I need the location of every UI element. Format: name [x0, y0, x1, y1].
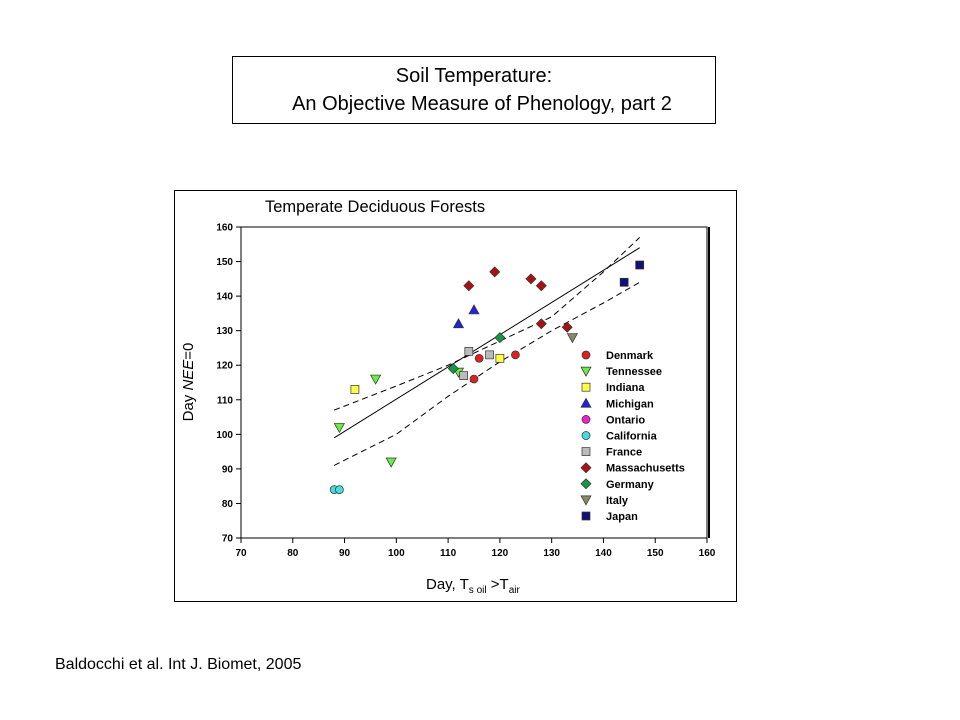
data-point-france [464, 347, 474, 356]
data-point-massachusetts [489, 266, 501, 278]
data-point-japan [635, 260, 645, 270]
y-axis-label-italic: NEE [180, 359, 197, 391]
y-axis-label: Day NEE=0 [180, 343, 197, 422]
y-axis-label-suffix: =0 [180, 343, 197, 360]
x-tick-label: 100 [388, 548, 405, 559]
x-tick-label: 90 [339, 548, 351, 559]
x-tick-label: 160 [699, 548, 716, 559]
data-point-california [335, 485, 344, 494]
citation-text: Baldocchi et al. Int J. Biomet, 2005 [55, 656, 302, 673]
data-point-tennessee [385, 457, 397, 468]
x-tick-label: 140 [595, 548, 612, 559]
chart-title: Temperate Deciduous Forests [265, 198, 485, 216]
y-tick-label: 120 [216, 361, 233, 372]
x-tick-label: 130 [543, 548, 560, 559]
data-point-denmark [511, 350, 520, 360]
x-tick-label: 150 [647, 548, 664, 559]
data-point-france [459, 371, 468, 380]
x-axis-label-mid: >T [487, 576, 509, 593]
data-point-massachusetts [463, 280, 475, 292]
legend-label-tennessee: Tennessee [606, 366, 662, 378]
y-tick-label: 140 [216, 292, 233, 303]
data-point-indiana [350, 385, 360, 394]
legend-marker-denmark [581, 350, 591, 360]
slide-title-box: Soil Temperature: An Objective Measure o… [232, 56, 716, 124]
data-point-michigan [452, 318, 465, 329]
x-tick-label: 110 [440, 548, 457, 559]
data-point-denmark [469, 374, 479, 384]
legend-label-italy: Italy [606, 495, 629, 507]
y-tick-label: 150 [216, 257, 233, 268]
x-tick-label: 70 [235, 548, 247, 559]
legend-label-france: France [606, 447, 642, 459]
data-point-tennessee [370, 374, 382, 385]
data-point-michigan [468, 304, 480, 315]
legend-marker-italy [580, 495, 592, 506]
y-tick-label: 130 [216, 326, 233, 337]
chart-frame [174, 190, 737, 602]
data-point-japan [619, 277, 629, 287]
data-point-germany [494, 332, 506, 344]
confidence-band-upper [334, 237, 641, 411]
legend-label-germany: Germany [606, 479, 655, 491]
legend-label-denmark: Denmark [606, 350, 654, 362]
legend-label-michigan: Michigan [606, 398, 654, 410]
x-axis-label: Day, Ts oil >Tair [426, 576, 520, 596]
scatter-chart-svg: Temperate Deciduous Forests 70 80 90 100 110… [174, 190, 737, 602]
legend-marker-ontario [581, 415, 591, 424]
y-tick-label: 70 [222, 534, 234, 545]
x-tick-label: 80 [287, 548, 299, 559]
y-tick-label: 160 [216, 223, 233, 234]
legend-marker-japan [581, 511, 591, 521]
chart-points [329, 260, 645, 494]
data-point-massachusetts [561, 321, 573, 333]
legend-marker-tennessee [580, 366, 592, 377]
data-point-denmark [474, 353, 484, 363]
slide-title-line-2: An Objective Measure of Phenology, part … [292, 93, 672, 115]
x-axis-label-main: Day, T [426, 576, 469, 593]
legend-label-ontario: Ontario [606, 414, 645, 426]
regression-line [333, 247, 640, 439]
chart-axes: 70 80 90 100 110 120 130 140 150 160 70 80 90 100 110 1… [216, 223, 715, 560]
chart-legend: Denmark Tennessee Indiana Michigan Ontario Ca… [580, 350, 685, 523]
y-tick-label: 100 [216, 430, 233, 441]
slide-title-line-1: Soil Temperature: [395, 65, 553, 87]
data-point-tennessee [333, 423, 345, 434]
legend-label-california: California [606, 431, 658, 443]
plot-area-frame [240, 226, 708, 539]
y-tick-label: 110 [217, 395, 234, 406]
y-tick-label: 90 [222, 464, 234, 475]
data-point-france [485, 350, 494, 360]
data-point-massachusetts [535, 280, 547, 292]
legend-marker-germany [580, 478, 592, 490]
x-tick-label: 120 [492, 548, 509, 559]
legend-label-indiana: Indiana [606, 382, 645, 394]
x-axis-label-sub1: s oil [469, 585, 487, 596]
y-tick-label: 80 [222, 499, 234, 510]
data-point-indiana [495, 353, 505, 363]
legend-label-massachusetts: Massachusetts [606, 463, 685, 475]
data-point-massachusetts [525, 273, 537, 285]
data-point-italy [566, 333, 578, 344]
legend-marker-michigan [580, 397, 592, 408]
data-point-germany [447, 363, 459, 375]
legend-label-japan: Japan [606, 511, 638, 523]
y-axis-label-prefix: Day [180, 391, 197, 422]
x-axis-label-sub2: air [509, 585, 521, 596]
legend-marker-california [581, 431, 591, 440]
data-point-massachusetts [535, 318, 547, 330]
legend-marker-indiana [581, 382, 591, 392]
legend-marker-massachusetts [580, 462, 592, 474]
scatter-chart: Temperate Deciduous Forests 70 80 90 100 110… [174, 190, 737, 602]
legend-marker-france [581, 447, 591, 456]
